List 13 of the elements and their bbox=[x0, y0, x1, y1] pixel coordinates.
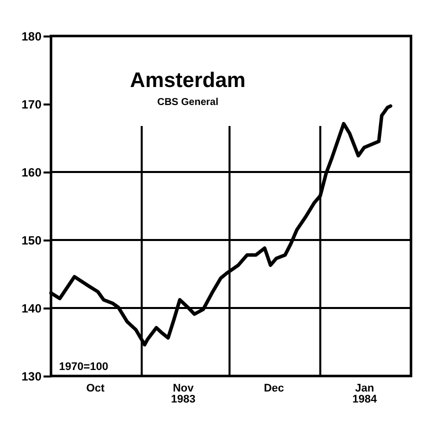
text: CBS General bbox=[157, 97, 219, 108]
y-tick-label: 160 bbox=[21, 166, 42, 180]
y-tick-label: 140 bbox=[21, 302, 42, 316]
x-tick-label: Oct bbox=[86, 382, 105, 394]
x-tick-label: Dec bbox=[264, 382, 284, 394]
annotation: 1970=100 bbox=[59, 361, 108, 373]
y-tick-label: 130 bbox=[21, 370, 42, 384]
y-tick-label: 170 bbox=[21, 98, 42, 112]
y-tick-label: 180 bbox=[21, 30, 42, 44]
y-tick-label: 150 bbox=[21, 234, 42, 248]
x-tick-label: Nov 1983 bbox=[170, 382, 196, 406]
x-tick-label: Jan 1984 bbox=[352, 382, 378, 406]
text: Amsterdam bbox=[130, 69, 246, 92]
